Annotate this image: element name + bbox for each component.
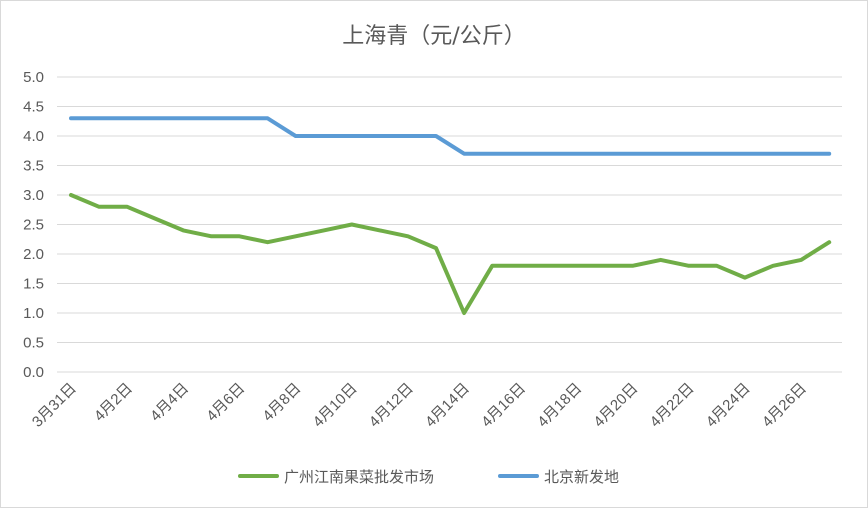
data-point [659,258,663,262]
data-point [153,217,157,221]
series-line-1 [69,116,832,156]
data-point [603,152,607,156]
y-axis-ticks: 0.0 0.5 1.0 1.5 2.0 2.5 3.0 3.5 4.0 4.5 5.0 [23,69,44,381]
data-point [266,240,270,244]
data-point [827,240,831,244]
y-tick-label: 0.0 [23,364,44,381]
y-tick-label: 2.5 [23,217,44,234]
series-lines [69,116,832,315]
legend-label-1: 北京新发地 [544,468,619,486]
chart-title: 上海青（元/公斤） [342,24,525,49]
data-point [659,152,663,156]
data-point [715,152,719,156]
data-point [799,152,803,156]
data-point [209,234,213,238]
data-point [715,264,719,268]
data-point [294,234,298,238]
data-point [237,234,241,238]
data-point [518,264,522,268]
y-tick-label: 4.0 [23,128,44,145]
data-point [434,246,438,250]
y-tick-label: 2.0 [23,246,44,263]
y-tick-label: 1.0 [23,305,44,322]
data-point [69,193,73,197]
x-tick-label: 4月22日 [647,380,698,431]
data-point [322,134,326,138]
x-tick-label: 4月6日 [203,380,248,425]
data-point [743,152,747,156]
x-tick-label: 4月14日 [422,380,473,431]
legend: 广州江南果菜批发市场 北京新发地 [238,468,619,486]
data-point [546,264,550,268]
data-point [294,134,298,138]
data-point [462,311,466,315]
data-point [687,152,691,156]
data-point [771,152,775,156]
data-point [743,276,747,280]
data-point [97,116,101,120]
x-tick-label: 4月8日 [259,380,304,425]
data-point [181,116,185,120]
x-tick-label: 4月20日 [590,380,641,431]
data-point [209,116,213,120]
x-tick-label: 4月16日 [478,380,529,431]
data-point [153,116,157,120]
x-tick-label: 4月12日 [366,380,417,431]
data-point [125,116,129,120]
data-point [771,264,775,268]
x-tick-label: 4月24日 [703,380,754,431]
data-point [237,116,241,120]
series-line-0 [69,193,832,315]
data-point [350,223,354,227]
y-tick-label: 3.0 [23,187,44,204]
data-point [546,152,550,156]
data-point [518,152,522,156]
data-point [490,264,494,268]
data-point [462,152,466,156]
x-tick-label: 4月4日 [147,380,192,425]
data-point [574,264,578,268]
data-point [125,205,129,209]
x-tick-label: 3月31日 [29,380,80,431]
y-tick-label: 5.0 [23,69,44,86]
data-point [603,264,607,268]
data-point [378,134,382,138]
gridlines [57,76,842,373]
data-point [434,134,438,138]
data-point [631,264,635,268]
y-tick-label: 3.5 [23,158,44,175]
data-point [322,228,326,232]
data-point [406,134,410,138]
y-tick-label: 0.5 [23,335,44,352]
data-point [687,264,691,268]
y-tick-label: 1.5 [23,276,44,293]
data-point [574,152,578,156]
x-tick-label: 4月18日 [534,380,585,431]
data-point [827,152,831,156]
data-point [69,116,73,120]
legend-label-0: 广州江南果菜批发市场 [284,468,434,486]
data-point [266,116,270,120]
x-tick-label: 4月2日 [91,380,136,425]
data-point [799,258,803,262]
data-point [631,152,635,156]
data-point [378,228,382,232]
data-point [406,234,410,238]
x-tick-label: 4月26日 [759,380,810,431]
data-point [490,152,494,156]
data-point [181,228,185,232]
x-tick-label: 4月10日 [310,380,361,431]
x-axis-ticks: 3月31日 4月2日 4月4日 4月6日 4月8日 4月10日 4月12日 4月14日 4月16… [29,380,810,431]
data-point [350,134,354,138]
data-point [97,205,101,209]
y-tick-label: 4.5 [23,99,44,116]
